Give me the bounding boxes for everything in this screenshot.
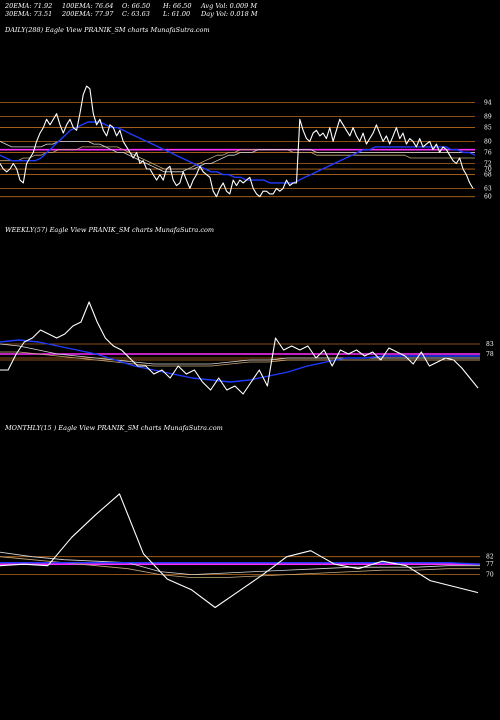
panel-title: MONTHLY(15 ) Eagle View PRANIK_SM charts… <box>4 424 223 432</box>
y-tick-label: 85 <box>484 125 492 132</box>
y-tick-label: 80 <box>484 138 492 145</box>
y-tick-label: 83 <box>486 341 494 348</box>
y-tick-label: 82 <box>486 554 494 561</box>
series-ma-tan <box>0 146 475 170</box>
close-readout: C: 63.63 <box>122 10 150 18</box>
series-ma-light <box>0 343 480 365</box>
y-tick-label: 70 <box>486 572 494 579</box>
ema200-readout: 200EMA: 77.97 <box>62 10 114 18</box>
series-ma-light <box>0 140 475 173</box>
series-price <box>0 493 479 609</box>
y-tick-label: 68 <box>484 172 492 179</box>
y-tick-label: 89 <box>484 113 492 120</box>
series-ema-fast <box>0 562 481 565</box>
y-tick-label: 63 <box>484 185 492 192</box>
series-price <box>0 85 474 198</box>
y-tick-label: 77 <box>486 561 494 568</box>
y-tick-label: 70 <box>484 166 492 173</box>
series-price <box>0 301 479 395</box>
series-ema-fast <box>0 121 476 184</box>
avg-vol-readout: Avg Vol: 0.009 M <box>201 2 258 10</box>
y-tick-label: 72 <box>484 161 492 168</box>
ema20-readout: 20EMA: 71.92 <box>5 2 53 10</box>
y-tick-label: 94 <box>484 100 492 107</box>
ema30-readout: 30EMA: 73.51 <box>5 10 53 18</box>
y-tick-label: 76 <box>484 149 492 156</box>
series-ema-fast <box>0 339 480 383</box>
ema100-readout: 100EMA: 76.64 <box>62 2 114 10</box>
high-readout: H: 66.50 <box>163 2 192 10</box>
y-tick-label: 78 <box>486 351 494 358</box>
day-vol-readout: Day Vol: 0.018 M <box>201 10 258 18</box>
series-ma-light <box>0 551 480 575</box>
panel-title: DAILY(288) Eagle View PRANIK_SM charts M… <box>4 26 210 34</box>
low-readout: L: 61.00 <box>163 10 191 18</box>
y-tick-label: 60 <box>484 194 492 201</box>
series-ma-tan <box>0 351 480 367</box>
series-ma-tan <box>0 556 480 578</box>
open-readout: O: 66.50 <box>122 2 151 10</box>
panel-title: WEEKLY(57) Eagle View PRANIK_SM charts M… <box>5 226 214 234</box>
